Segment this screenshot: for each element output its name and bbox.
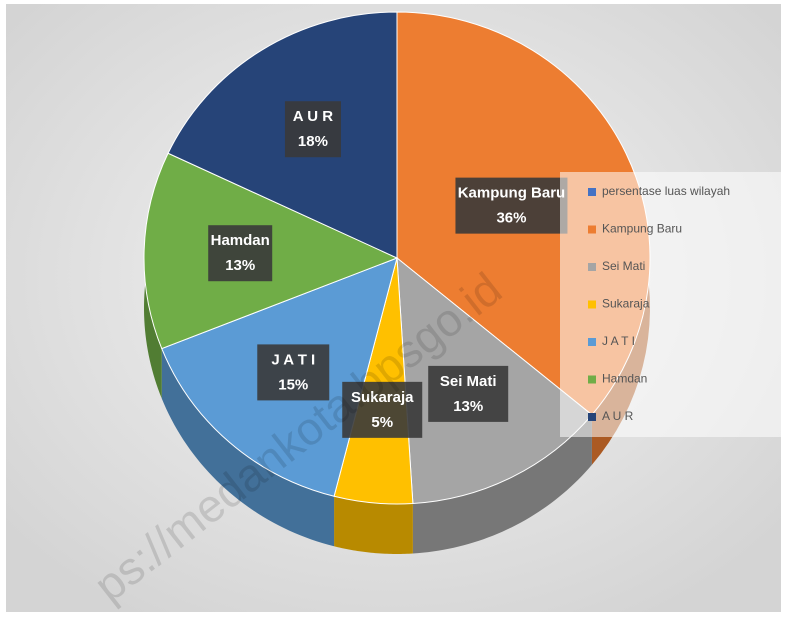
slice — [167, 11, 398, 259]
legend-swatch — [588, 188, 596, 196]
label-box — [342, 381, 423, 438]
legend-swatch — [588, 375, 596, 384]
slice-side — [161, 348, 335, 547]
legend-label: Sei Mati — [602, 259, 645, 273]
legend-swatch — [588, 413, 596, 421]
data-label-name: A U R — [293, 108, 333, 125]
legend-label: A U R — [602, 409, 634, 423]
label-box — [208, 225, 273, 282]
label-box — [428, 365, 509, 422]
data-label: 13% — [225, 257, 255, 274]
legend-swatch — [588, 263, 596, 271]
legend-label: Hamdan — [602, 372, 647, 386]
data-label-name: Kampung Baru — [458, 185, 566, 202]
label-box — [455, 177, 568, 234]
label-box — [257, 344, 330, 401]
slice-side — [334, 496, 413, 554]
data-label: 15% — [278, 376, 308, 393]
legend-label: Sukaraja — [602, 297, 650, 311]
legend-swatch — [588, 225, 596, 234]
data-label-name: J A T I — [271, 351, 315, 368]
legend-label: persentase luas wilayah — [602, 184, 730, 198]
legend-swatch — [588, 300, 596, 309]
legend-box — [560, 172, 782, 437]
label-box — [284, 101, 341, 158]
legend-label: J A T I — [602, 334, 635, 348]
data-label-name: Hamdan — [211, 232, 270, 249]
data-label: 13% — [453, 398, 483, 415]
data-label: 36% — [496, 210, 526, 227]
slice-side — [412, 414, 592, 554]
data-label-name: Sei Mati — [440, 373, 497, 390]
data-label: 18% — [298, 133, 328, 150]
legend-label: Kampung Baru — [602, 222, 682, 236]
legend-swatch — [588, 338, 596, 346]
data-label-name: Sukaraja — [351, 389, 414, 406]
data-label: 5% — [371, 414, 393, 431]
